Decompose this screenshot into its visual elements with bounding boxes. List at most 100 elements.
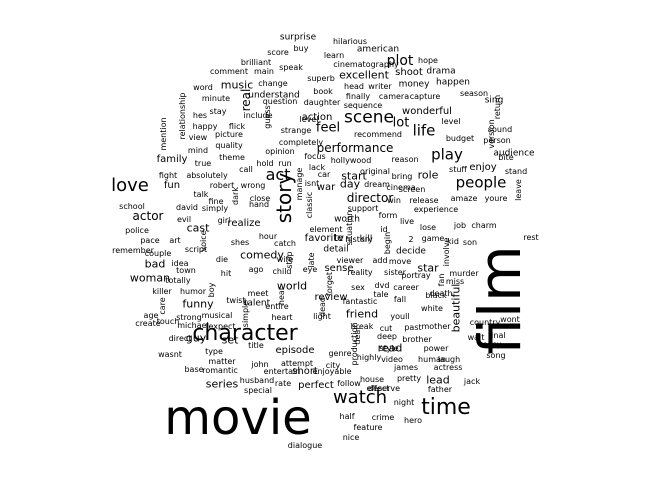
cloud-word: light xyxy=(313,312,331,321)
cloud-word: pace xyxy=(140,236,160,245)
cloud-word: 2 xyxy=(408,235,414,244)
cloud-word: base xyxy=(184,365,204,374)
cloud-word: move xyxy=(388,257,412,266)
cloud-word: star xyxy=(417,261,439,275)
cloud-word: sense xyxy=(324,263,354,274)
cloud-word: brother xyxy=(402,335,432,344)
cloud-word: review xyxy=(314,292,348,303)
cloud-word: comment xyxy=(209,67,249,76)
cloud-word: game xyxy=(421,234,445,243)
cloud-word: wait xyxy=(467,333,485,342)
cloud-word: matter xyxy=(208,357,236,366)
cloud-word: reality xyxy=(347,268,373,277)
cloud-word: laugh xyxy=(437,355,461,364)
cloud-word: feel xyxy=(315,120,341,136)
cloud-word: rate xyxy=(274,379,292,388)
cloud-word: drama xyxy=(426,66,456,77)
cloud-word: view xyxy=(188,133,208,142)
cloud-word: hit xyxy=(220,269,232,278)
cloud-word: murder xyxy=(449,269,479,278)
cloud-word: police xyxy=(125,226,149,235)
cloud-word: strange xyxy=(280,126,312,135)
cloud-word: nice xyxy=(342,433,360,442)
cloud-word: daughter xyxy=(303,98,341,107)
cloud-word: feature xyxy=(353,423,383,432)
cloud-word: funny xyxy=(182,297,214,311)
cloud-word: superb xyxy=(307,74,335,83)
cloud-word: budget xyxy=(445,134,475,143)
cloud-word: classic xyxy=(305,191,314,219)
cloud-word: script xyxy=(184,245,208,254)
cloud-word: set xyxy=(221,333,239,347)
cloud-word: half xyxy=(339,412,355,421)
cloud-word: talent xyxy=(243,298,271,309)
cloud-word: season xyxy=(459,89,489,98)
cloud-word: die xyxy=(215,255,229,264)
cloud-word: decide xyxy=(396,246,426,257)
cloud-word: question xyxy=(262,97,298,106)
cloud-word: people xyxy=(455,173,507,192)
cloud-word: girl xyxy=(217,216,231,225)
cloud-word: tv xyxy=(334,233,344,244)
cloud-word: detail xyxy=(323,244,349,255)
cloud-word: manage xyxy=(295,167,304,201)
cloud-word: lead xyxy=(426,373,450,387)
cloud-word: boy xyxy=(207,282,216,298)
cloud-word: series xyxy=(205,377,239,391)
cloud-word: deep xyxy=(377,332,397,341)
cloud-word: win xyxy=(387,196,401,205)
cloud-word: romantic xyxy=(202,366,238,375)
cloud-word: level xyxy=(441,117,461,126)
cloud-word: cinema xyxy=(386,183,416,192)
cloud-word: guess xyxy=(263,105,272,129)
cloud-word: fantastic xyxy=(342,297,378,306)
cloud-word: dark xyxy=(231,187,240,205)
cloud-word: enjoyable xyxy=(312,367,352,376)
cloud-word: short xyxy=(292,366,318,377)
cloud-word: completely xyxy=(278,138,324,147)
cloud-word: call xyxy=(239,165,253,174)
cloud-word: bring xyxy=(391,172,413,181)
cloud-word: mention xyxy=(159,117,168,151)
cloud-word: brilliant xyxy=(240,58,272,67)
cloud-word: town xyxy=(176,266,196,275)
cloud-word: role xyxy=(417,168,439,182)
cloud-word: lose xyxy=(419,223,437,232)
cloud-word: mind xyxy=(187,146,209,155)
cloud-word: idea xyxy=(171,259,189,268)
cloud-word: love xyxy=(111,175,149,196)
cloud-word: attempt xyxy=(280,359,314,368)
cloud-word: lack xyxy=(308,163,326,172)
cloud-word: book xyxy=(313,87,333,96)
cloud-word: movie xyxy=(164,390,312,446)
cloud-word: musical xyxy=(201,311,233,320)
cloud-word: career xyxy=(393,283,419,292)
cloud-word: sing xyxy=(484,95,504,106)
cloud-word: director xyxy=(346,191,394,205)
cloud-word: realize xyxy=(227,218,261,229)
cloud-word: plot xyxy=(386,53,414,69)
cloud-word: tale xyxy=(373,290,389,299)
cloud-word: fall xyxy=(393,295,407,304)
cloud-word: hold xyxy=(256,159,274,168)
cloud-word: mother xyxy=(421,322,451,331)
cloud-word: worth xyxy=(334,214,360,225)
cloud-word: picture xyxy=(215,130,243,139)
cloud-word: sex xyxy=(351,283,365,292)
cloud-word: relationship xyxy=(178,92,187,140)
cloud-word: buy xyxy=(293,44,309,53)
cloud-word: type xyxy=(205,347,223,356)
cloud-word: action xyxy=(301,112,333,123)
cloud-word: minute xyxy=(201,94,231,103)
cloud-word: car xyxy=(317,170,331,179)
cloud-word: capture xyxy=(409,92,441,101)
cloud-word: play xyxy=(431,145,463,164)
cloud-word: eye xyxy=(302,265,318,274)
cloud-word: genre xyxy=(328,349,352,358)
cloud-word: isnt xyxy=(304,179,320,188)
cloud-word: level xyxy=(299,115,319,124)
cloud-word: dialogue xyxy=(287,441,323,450)
cloud-word: speak xyxy=(279,63,303,72)
cloud-word: final xyxy=(488,331,506,340)
